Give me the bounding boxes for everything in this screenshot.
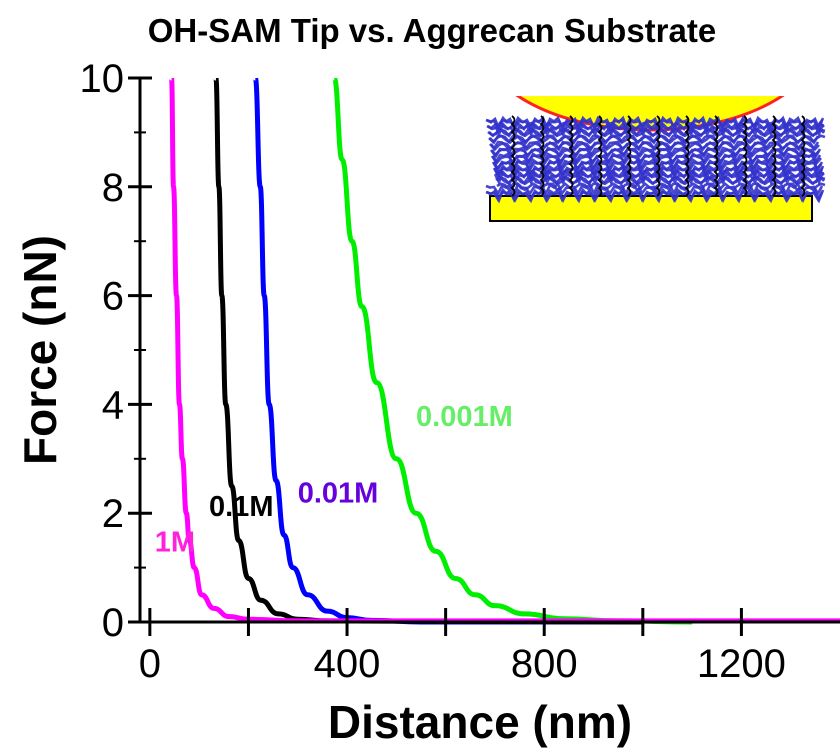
x-tick-label: 800 — [511, 642, 578, 686]
series-line-0-01M — [252, 78, 643, 625]
y-tick-label: 10 — [80, 57, 125, 101]
series-label-1M: 1M — [155, 526, 195, 558]
series-label-0-001M: 0.001M — [416, 401, 513, 433]
tick-labels: 0 2 4 6 8 10 0 400 800 1200 — [80, 57, 786, 686]
y-tick-label: 0 — [102, 601, 124, 645]
y-tick-label: 2 — [102, 492, 124, 536]
axes — [128, 76, 840, 636]
chart-title: OH-SAM Tip vs. Aggrecan Substrate — [148, 12, 716, 49]
y-tick-label: 8 — [102, 166, 124, 210]
substrate-icon — [489, 195, 813, 222]
x-axis-label: Distance (nm) — [328, 696, 632, 748]
series-labels: 1M 0.1M 0.01M 0.001M — [155, 401, 513, 558]
x-tick-label: 1200 — [697, 642, 786, 686]
series-label-0-01M: 0.01M — [298, 477, 379, 509]
x-tick-label: 0 — [139, 642, 161, 686]
x-tick-label: 400 — [314, 642, 381, 686]
series-label-0-1M: 0.1M — [209, 491, 273, 523]
series-line-0-001M — [331, 78, 693, 625]
aggrecan-chains-icon — [510, 115, 806, 197]
inset-schematic — [485, 96, 826, 222]
y-tick-label: 4 — [102, 383, 124, 427]
y-tick-label: 6 — [102, 275, 124, 319]
y-axis-label: Force (nN) — [14, 235, 66, 465]
